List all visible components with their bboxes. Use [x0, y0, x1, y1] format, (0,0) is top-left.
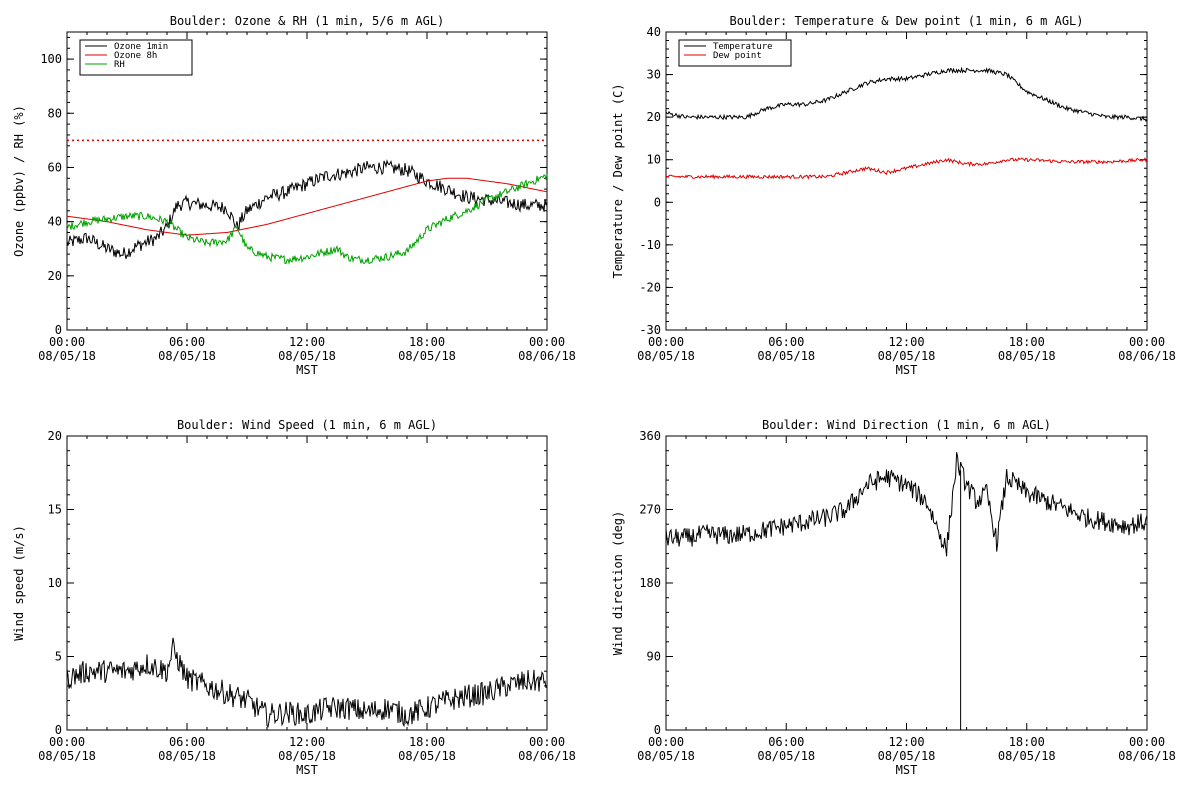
series-line-1: [66, 159, 548, 260]
y-tick-label: 80: [48, 106, 62, 120]
chart-panel-3: Boulder: Wind Speed (1 min, 6 m AGL) 0 5 10…: [12, 418, 576, 777]
y-tick-label: 5: [55, 650, 62, 664]
x-tick-date: 08/05/18: [637, 349, 695, 363]
x-tick-date: 08/05/18: [398, 349, 456, 363]
chart-title: Boulder: Temperature & Dew point (1 min,…: [729, 14, 1083, 28]
x-tick-time: 18:00: [409, 735, 445, 749]
y-tick-label: 20: [48, 429, 62, 443]
legend-label: Ozone 1min: [114, 42, 168, 52]
x-tick-date: 08/05/18: [278, 749, 336, 763]
x-tick-date: 08/05/18: [158, 749, 216, 763]
x-tick-time: 00:00: [648, 335, 684, 349]
x-tick-time: 00:00: [529, 335, 565, 349]
chart-title: Boulder: Wind Speed (1 min, 6 m AGL): [177, 418, 437, 432]
chart-panel-4: Boulder: Wind Direction (1 min, 6 m AGL)…: [611, 418, 1176, 777]
x-tick-time: 12:00: [888, 735, 924, 749]
x-tick-time: 18:00: [1009, 735, 1045, 749]
x-tick-date: 08/05/18: [38, 349, 96, 363]
y-tick-label: 180: [639, 576, 661, 590]
chart-title: Boulder: Ozone & RH (1 min, 5/6 m AGL): [170, 14, 445, 28]
x-tick-date: 08/05/18: [998, 349, 1056, 363]
y-tick-label: 0: [654, 195, 661, 209]
y-tick-label: 60: [48, 160, 62, 174]
y-tick-label: 360: [639, 429, 661, 443]
x-tick-time: 00:00: [1129, 735, 1165, 749]
legend-label: Temperature: [713, 42, 773, 52]
y-tick-label: 90: [647, 650, 661, 664]
x-tick-date: 08/06/18: [518, 349, 576, 363]
y-tick-label: -20: [639, 280, 661, 294]
y-tick-label: 15: [48, 503, 62, 517]
x-axis-label: MST: [296, 763, 318, 777]
y-tick-label: 40: [48, 215, 62, 229]
legend-label: RH: [114, 60, 125, 70]
y-tick-label: 0: [55, 723, 62, 737]
y-tick-label: 100: [40, 52, 62, 66]
x-tick-time: 00:00: [49, 335, 85, 349]
x-tick-time: 00:00: [49, 735, 85, 749]
x-tick-date: 08/05/18: [398, 749, 456, 763]
x-tick-date: 08/06/18: [1118, 749, 1176, 763]
x-tick-time: 12:00: [289, 735, 325, 749]
legend-label: Ozone 8h: [114, 51, 157, 61]
x-tick-date: 08/05/18: [38, 749, 96, 763]
x-tick-date: 08/05/18: [278, 349, 336, 363]
y-axis-label: Ozone (ppbv) / RH (%): [12, 105, 26, 257]
x-axis-label: MST: [296, 363, 318, 377]
series-line-1: [665, 452, 1148, 557]
chart-title: Boulder: Wind Direction (1 min, 6 m AGL): [762, 418, 1051, 432]
x-tick-time: 00:00: [648, 735, 684, 749]
x-tick-date: 08/05/18: [998, 749, 1056, 763]
y-tick-label: -30: [639, 323, 661, 337]
y-tick-label: 270: [639, 503, 661, 517]
y-tick-label: 20: [48, 269, 62, 283]
y-axis-label: Temperature / Dew point (C): [611, 83, 625, 278]
x-tick-time: 18:00: [409, 335, 445, 349]
x-tick-time: 06:00: [768, 335, 804, 349]
x-tick-time: 12:00: [289, 335, 325, 349]
x-axis-label: MST: [896, 363, 918, 377]
x-tick-time: 12:00: [888, 335, 924, 349]
chart-panel-2: Boulder: Temperature & Dew point (1 min,…: [611, 14, 1176, 377]
x-tick-time: 06:00: [169, 735, 205, 749]
x-tick-date: 08/06/18: [1118, 349, 1176, 363]
series-line-3: [66, 174, 548, 265]
y-tick-label: 40: [647, 25, 661, 39]
legend-box: [678, 39, 792, 67]
y-tick-label: 20: [647, 110, 661, 124]
y-tick-label: 10: [647, 153, 661, 167]
chart-panel-1: Boulder: Ozone & RH (1 min, 5/6 m AGL) 0 2…: [12, 14, 576, 377]
x-tick-date: 08/05/18: [878, 749, 936, 763]
series-line-2: [66, 177, 548, 236]
y-tick-label: -10: [639, 238, 661, 252]
legend-label: Dew point: [713, 51, 762, 61]
x-tick-date: 08/05/18: [158, 349, 216, 363]
plot-frame: [665, 435, 1148, 731]
y-tick-label: 30: [647, 68, 661, 82]
y-tick-label: 0: [654, 723, 661, 737]
series-line-1: [665, 66, 1148, 123]
x-axis-label: MST: [896, 763, 918, 777]
plot-frame: [66, 31, 548, 331]
x-tick-date: 08/05/18: [878, 349, 936, 363]
x-tick-time: 06:00: [768, 735, 804, 749]
x-tick-time: 18:00: [1009, 335, 1045, 349]
y-axis-label: Wind speed (m/s): [12, 525, 26, 641]
y-axis-label: Wind direction (deg): [611, 511, 625, 656]
x-tick-date: 08/06/18: [518, 749, 576, 763]
x-tick-time: 00:00: [529, 735, 565, 749]
x-tick-time: 00:00: [1129, 335, 1165, 349]
x-tick-time: 06:00: [169, 335, 205, 349]
series-line-1: [66, 637, 548, 728]
y-tick-label: 0: [55, 323, 62, 337]
x-tick-date: 08/05/18: [757, 349, 815, 363]
x-tick-date: 08/05/18: [757, 749, 815, 763]
x-tick-date: 08/05/18: [637, 749, 695, 763]
series-line-2: [665, 157, 1148, 180]
y-tick-label: 10: [48, 576, 62, 590]
